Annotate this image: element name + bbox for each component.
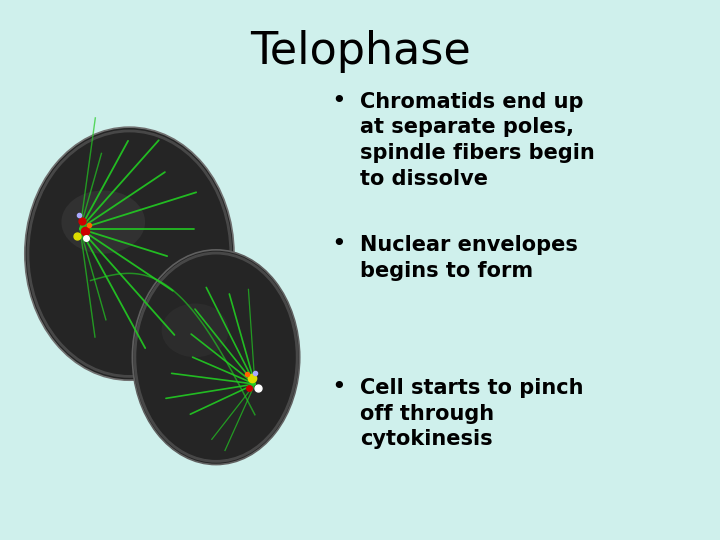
Text: Telophase: Telophase xyxy=(250,30,470,73)
Text: •: • xyxy=(331,232,346,256)
Text: •: • xyxy=(331,89,346,113)
Ellipse shape xyxy=(162,303,228,357)
Text: Nuclear envelopes
begins to form: Nuclear envelopes begins to form xyxy=(360,235,578,280)
Text: •: • xyxy=(331,375,346,399)
Ellipse shape xyxy=(61,191,145,254)
Text: Chromatids end up
at separate poles,
spindle fibers begin
to dissolve: Chromatids end up at separate poles, spi… xyxy=(360,92,595,188)
Ellipse shape xyxy=(132,250,300,464)
Text: Cell starts to pinch
off through
cytokinesis: Cell starts to pinch off through cytokin… xyxy=(360,378,583,449)
Ellipse shape xyxy=(24,127,234,380)
